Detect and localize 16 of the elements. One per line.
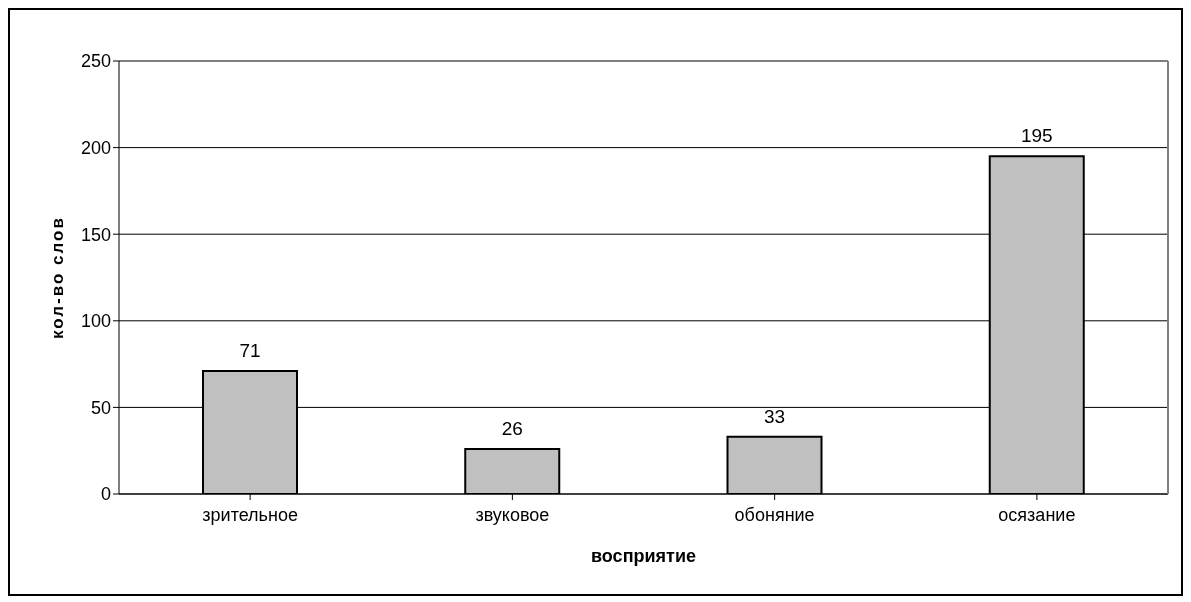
x-tick-label: обоняние	[734, 504, 815, 525]
y-tick-label: 250	[80, 51, 111, 72]
data-label: 195	[1020, 125, 1053, 147]
y-tick-label: 100	[80, 311, 111, 332]
y-axis-title: кол-во слов	[48, 216, 68, 339]
y-tick-label: 200	[80, 137, 111, 158]
x-axis-title: восприятие	[591, 546, 696, 566]
y-tick-label: 0	[100, 484, 111, 505]
data-label: 26	[501, 417, 523, 439]
y-tick-label: 150	[80, 224, 111, 245]
data-label: 33	[763, 405, 786, 427]
x-tick-label: зрительное	[202, 504, 298, 525]
y-tick-label: 50	[90, 397, 111, 418]
x-tick-label: осязание	[998, 504, 1076, 525]
x-tick-label: звуковое	[475, 504, 550, 525]
data-label: 71	[239, 340, 261, 362]
